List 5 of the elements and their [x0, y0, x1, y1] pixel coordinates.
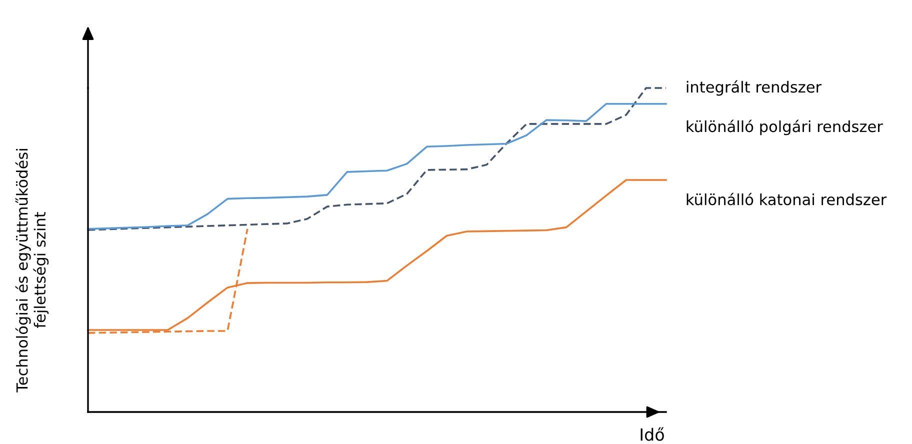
series-label: különálló katonai rendszer: [686, 192, 887, 206]
series-label: integrált rendszer: [686, 80, 822, 96]
x-axis-title: Idő: [640, 427, 664, 441]
y-axis-title: Technológiai és együttműködési fejlettségi szint: [15, 149, 49, 392]
series-label: különálló polgári rendszer: [686, 120, 883, 136]
